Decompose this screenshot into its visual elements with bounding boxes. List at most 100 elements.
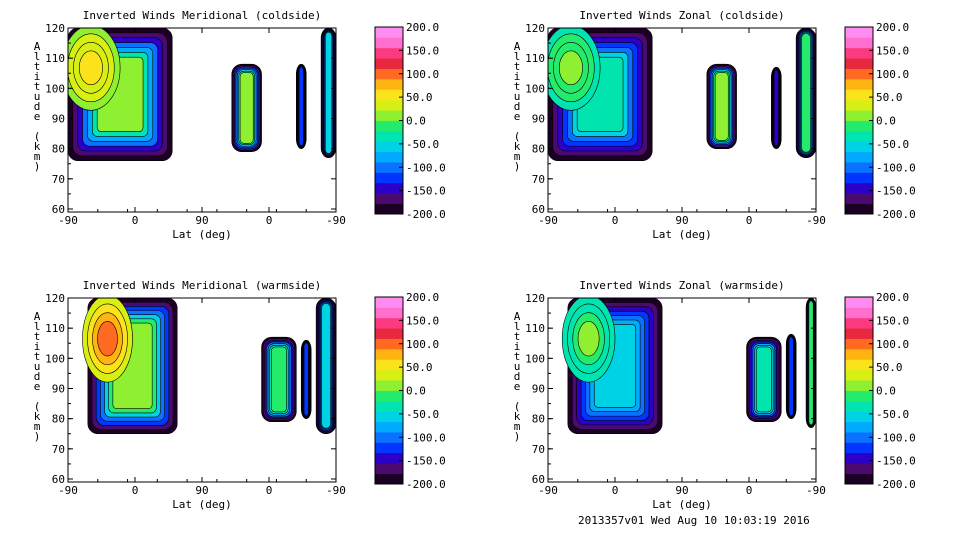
colorbar-swatch: [845, 400, 873, 412]
colorbar-swatch: [375, 58, 403, 69]
colorbar-swatch: [845, 297, 873, 308]
colorbar-swatch: [845, 130, 873, 142]
plot-area: [68, 28, 336, 162]
x-tick-label: 0: [612, 484, 619, 497]
colorbar-swatch: [375, 151, 403, 163]
colorbar-swatch: [845, 120, 873, 132]
colorbar-swatch: [375, 380, 403, 391]
x-tick-label: 0: [132, 214, 139, 227]
colorbar-swatch: [375, 411, 403, 423]
colorbar-swatch: [375, 162, 403, 173]
y-tick-label: 100: [45, 352, 65, 365]
data-region-2: [231, 63, 262, 152]
y-tick-label: 110: [45, 52, 65, 65]
colorbar-swatch: [375, 307, 403, 319]
colorbar-label: -100.0: [876, 431, 916, 444]
colorbar-swatch: [375, 390, 403, 402]
x-tick-label: 0: [132, 484, 139, 497]
colorbar-swatch: [845, 37, 873, 49]
contour-band-warm: [97, 321, 118, 357]
colorbar-swatch: [375, 463, 403, 475]
colorbar-label: 50.0: [406, 361, 433, 374]
colorbar-label: -200.0: [406, 208, 446, 221]
colorbar: 200.0 150.0 100.0 50.0 0.0 -50.0 -100.0 -150.0 -…: [844, 291, 916, 491]
colorbar-swatch: [845, 141, 873, 153]
colorbar-swatch: [845, 338, 873, 350]
colorbar-swatch: [845, 463, 873, 475]
contour-band: [303, 342, 309, 417]
x-tick-label: -90: [806, 214, 826, 227]
colorbar-swatch: [845, 411, 873, 423]
contour-band: [788, 336, 794, 417]
data-region-3: [295, 63, 307, 149]
contour-band-warm: [78, 50, 103, 86]
chart-title: Inverted Winds Zonal (warmside): [579, 279, 784, 292]
colorbar-swatch: [845, 89, 873, 101]
colorbar-swatch: [845, 369, 873, 381]
colorbar-swatch: [375, 110, 403, 121]
x-tick-label: 90: [675, 484, 688, 497]
y-tick-label: 110: [525, 322, 545, 335]
y-tick-label: 70: [52, 173, 65, 186]
data-region-2: [261, 336, 297, 422]
colorbar-label: -50.0: [876, 138, 909, 151]
data-region-4: [795, 28, 816, 159]
colorbar-swatch: [375, 442, 403, 454]
x-axis-label: Lat (deg): [172, 498, 232, 511]
y-tick-label: 80: [532, 143, 545, 156]
colorbar-label: 100.0: [406, 338, 439, 351]
y-tick-label: 90: [532, 382, 545, 395]
colorbar-swatch: [845, 307, 873, 319]
colorbar-swatch: [375, 421, 403, 433]
chart-title: Inverted Winds Meridional (warmside): [83, 279, 321, 292]
y-tick-label: 110: [45, 322, 65, 335]
colorbar-swatch: [845, 182, 873, 194]
colorbar-swatch: [845, 78, 873, 90]
x-tick-label: -90: [326, 484, 346, 497]
colorbar-label: 200.0: [876, 21, 909, 34]
x-tick-label: 90: [195, 214, 208, 227]
colorbar-swatch: [845, 110, 873, 121]
colorbar-swatch: [845, 172, 873, 184]
colorbar-swatch: [375, 452, 403, 464]
data-region-3: [785, 333, 797, 419]
colorbar-swatch: [845, 442, 873, 454]
colorbar-swatch: [845, 203, 873, 215]
data-region-2: [746, 336, 782, 422]
colorbar-swatch: [375, 120, 403, 132]
data-region-1: [561, 298, 663, 435]
colorbar-swatch: [845, 99, 873, 111]
plot-area: [82, 298, 336, 435]
colorbar-swatch: [375, 297, 403, 308]
colorbar-label: -150.0: [876, 185, 916, 198]
colorbar-label: -150.0: [406, 455, 446, 468]
colorbar-swatch: [375, 203, 403, 215]
data-region-2: [706, 63, 737, 149]
colorbar-label: -50.0: [876, 408, 909, 421]
colorbar-label: 0.0: [406, 385, 426, 398]
colorbar-label: -100.0: [876, 161, 916, 174]
y-tick-label: 60: [52, 203, 65, 216]
colorbar-swatch: [375, 328, 403, 339]
y-tick-label: 60: [52, 473, 65, 486]
chart-panel-2: Inverted Winds Zonal (coldside) -90 0 90 0 -9…: [514, 9, 916, 241]
colorbar-label: 200.0: [406, 21, 439, 34]
data-region-1: [68, 28, 173, 162]
colorbar-label: 150.0: [406, 314, 439, 327]
colorbar-swatch: [845, 473, 873, 485]
data-region-3: [771, 66, 782, 149]
colorbar-swatch: [845, 328, 873, 339]
x-tick-label: -90: [538, 214, 558, 227]
chart-title: Inverted Winds Zonal (coldside): [579, 9, 784, 22]
colorbar-swatch: [845, 27, 873, 38]
y-tick-label: 80: [52, 413, 65, 426]
colorbar-label: -100.0: [406, 431, 446, 444]
colorbar-swatch: [375, 338, 403, 350]
x-axis-label: Lat (deg): [172, 228, 232, 241]
colorbar-swatch: [845, 452, 873, 464]
colorbar-swatch: [375, 89, 403, 101]
colorbar-label: 100.0: [876, 338, 909, 351]
colorbar-swatch: [845, 390, 873, 402]
